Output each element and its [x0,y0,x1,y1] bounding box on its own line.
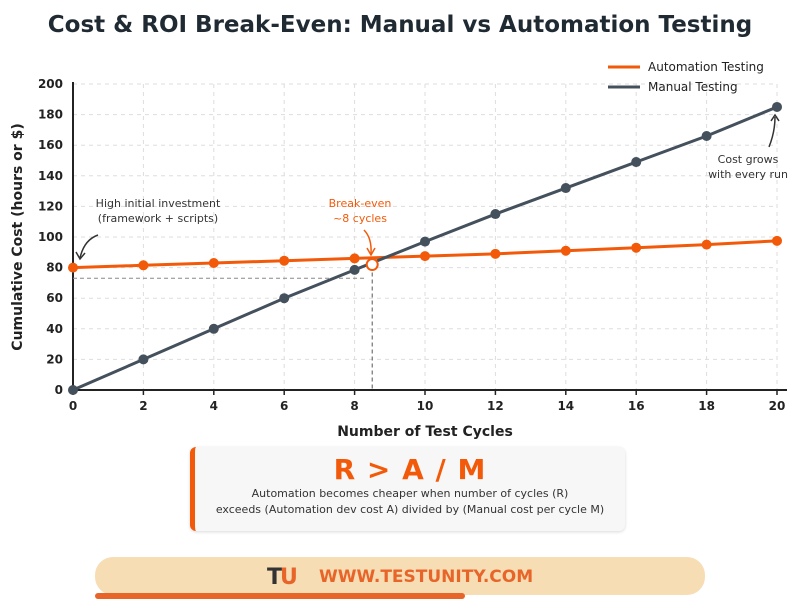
annotation-initial-investment: High initial investment [96,197,221,210]
x-axis-label: Number of Test Cycles [337,424,513,440]
line-chart: 0 2 4 6 8 10 12 14 16 18 2002040608010012014016018… [10,60,788,440]
data-point [701,131,712,142]
data-point [420,236,430,247]
data-point [279,293,290,304]
data-point [349,264,360,275]
x-tick-label: 12 [487,399,504,413]
y-tick-label: 20 [46,352,63,366]
data-point [208,323,219,334]
footer-banner: TU WWW.TESTUNITY.COM [95,557,705,595]
legend-label: Manual Testing [648,80,738,94]
x-tick-label: 2 [139,399,147,413]
data-point [68,262,78,273]
growth-arrow [768,116,776,148]
x-tick-label: 16 [628,399,645,413]
y-tick-label: 180 [38,108,63,122]
formula-description-2: exceeds (Automation dev cost A) divided … [215,503,605,516]
data-point [208,258,219,269]
annotation-initial-investment: (framework + scripts) [98,212,218,225]
y-tick-label: 200 [38,77,63,91]
annotation-cost-growth: with every run [708,168,788,181]
y-tick-label: 60 [46,291,63,305]
formula-description-1: Automation becomes cheaper when number o… [251,487,569,500]
data-point [772,235,782,246]
data-point [349,253,360,264]
initial-arrow [79,234,99,259]
annotation-break-even: ~8 cycles [333,212,387,225]
data-point [420,251,430,262]
testunity-logo: TU [267,565,298,590]
x-tick-label: 0 [69,399,77,413]
chart-title: Cost & ROI Break-Even: Manual vs Automat… [47,12,753,38]
formula-box: R > A / M Automation becomes cheaper whe… [190,447,625,531]
data-point [138,354,149,365]
data-point [138,260,149,271]
data-point [279,255,290,266]
data-point [631,157,642,168]
break-even-arrowhead [366,247,376,257]
x-tick-label: 8 [350,399,358,413]
growth-arrowhead [770,113,780,122]
website-link[interactable]: WWW.TESTUNITY.COM [319,567,534,587]
x-tick-label: 18 [698,399,715,413]
y-tick-label: 100 [38,230,63,244]
data-point [490,248,501,259]
data-point [560,183,571,194]
y-tick-label: 40 [46,322,63,336]
x-tick-label: 14 [557,399,574,413]
break-even-marker [365,258,379,272]
data-point [560,245,571,256]
y-tick-label: 120 [38,199,63,213]
y-axis-label: Cumulative Cost (hours or $) [10,123,26,350]
x-tick-label: 10 [417,399,434,413]
data-point [490,209,501,220]
y-tick-label: 160 [38,138,63,152]
x-tick-label: 20 [769,399,786,413]
footer-accent-bar [95,593,465,599]
break-even-arrow [363,229,372,255]
data-point [68,385,78,395]
y-tick-label: 140 [38,169,63,183]
y-tick-label: 0 [55,383,63,397]
data-point [701,239,712,250]
x-tick-label: 4 [210,399,218,413]
data-point [631,242,642,253]
legend-label: Automation Testing [648,60,764,74]
annotation-cost-growth: Cost grows [718,153,779,166]
x-tick-label: 6 [280,399,288,413]
annotation-break-even: Break-even [329,197,392,210]
initial-arrowhead [75,251,86,261]
data-point [772,101,782,112]
y-tick-label: 80 [46,261,63,275]
formula-expression: R > A / M [333,453,487,486]
